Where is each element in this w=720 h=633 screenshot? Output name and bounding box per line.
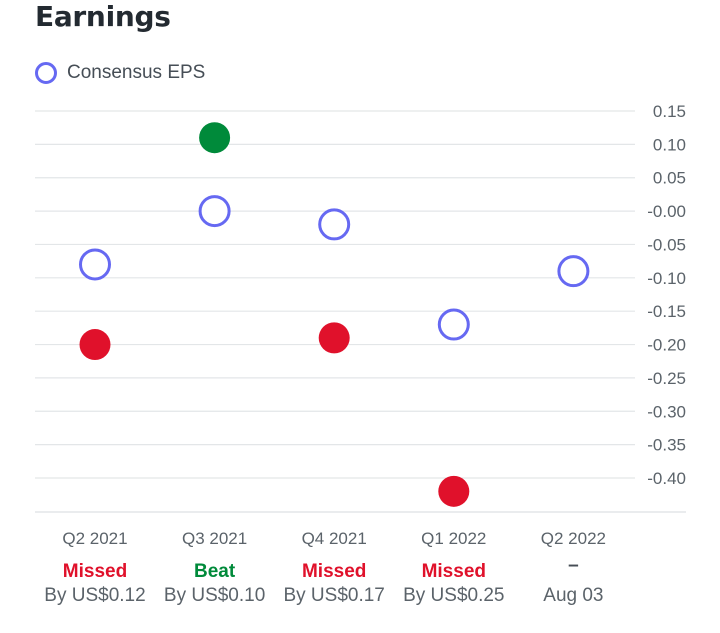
- y-tick-label: -0.10: [647, 269, 686, 288]
- result-detail-label: By US$0.25: [403, 585, 504, 606]
- result-detail-label: By US$0.10: [164, 585, 265, 606]
- consensus-eps-point: [318, 208, 351, 241]
- y-tick-label: -0.05: [647, 235, 686, 254]
- y-tick-label: -0.15: [647, 302, 686, 321]
- y-tick-label: -0.00: [647, 202, 686, 221]
- consensus-legend-marker-icon: [35, 62, 57, 84]
- x-category-label: Q4 2021: [302, 529, 367, 548]
- result-detail-label: Aug 03: [543, 585, 603, 606]
- legend-label: Consensus EPS: [67, 62, 206, 83]
- x-category-label: Q2 2022: [541, 529, 606, 548]
- consensus-eps-point: [79, 248, 111, 281]
- y-tick-label: -0.20: [647, 336, 686, 355]
- result-status-label: Missed: [302, 561, 366, 582]
- actual-eps-point: [438, 475, 470, 507]
- x-category-label: Q3 2021: [182, 529, 247, 548]
- actual-eps-point: [79, 329, 111, 361]
- legend: Consensus EPS: [35, 58, 205, 88]
- y-tick-label: -0.35: [647, 436, 686, 455]
- result-detail-label: By US$0.17: [283, 585, 384, 606]
- result-detail-label: By US$0.12: [44, 585, 145, 606]
- y-tick-label: -0.25: [647, 369, 686, 388]
- consensus-eps-point: [557, 255, 590, 288]
- y-tick-label: 0.05: [653, 169, 686, 188]
- actual-eps-point: [318, 322, 350, 354]
- actual-eps-point: [199, 122, 231, 154]
- x-category-label: Q2 2021: [62, 529, 127, 548]
- y-tick-label: -0.40: [647, 469, 686, 488]
- y-tick-label: 0.10: [653, 135, 686, 154]
- result-status-label: Beat: [194, 561, 236, 582]
- result-status-label: Missed: [63, 561, 127, 582]
- consensus-eps-point: [437, 308, 470, 341]
- chart-title: Earnings: [35, 0, 171, 33]
- consensus-eps-point: [198, 195, 231, 228]
- result-status-label: Missed: [422, 561, 486, 582]
- x-category-label: Q1 2022: [421, 529, 486, 548]
- result-status-label: –: [568, 555, 579, 576]
- y-tick-label: -0.30: [647, 402, 686, 421]
- y-tick-label: 0.15: [653, 102, 686, 121]
